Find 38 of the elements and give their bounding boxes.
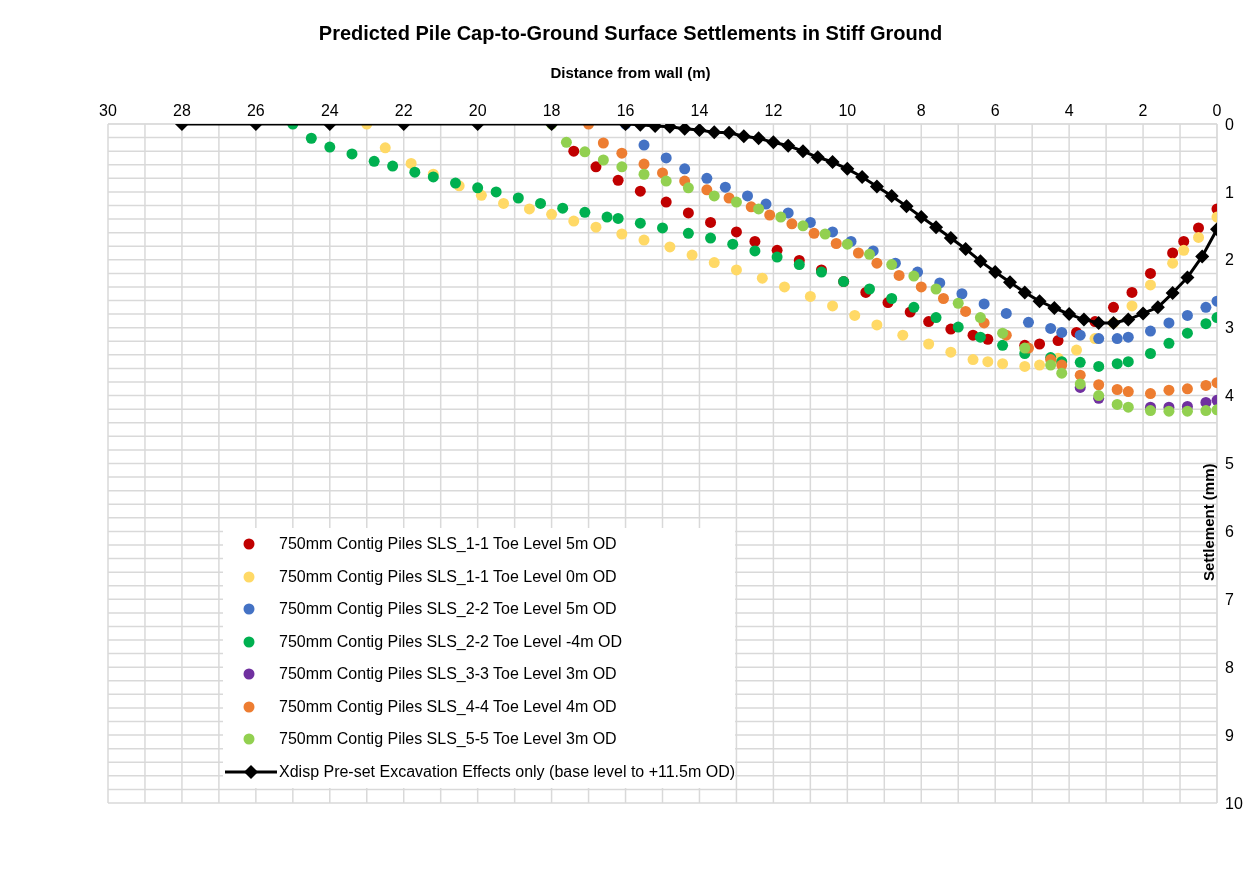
y-tick-label: 1 — [1225, 183, 1234, 201]
x-tick-label: 30 — [99, 102, 117, 119]
x-tick-label: 24 — [320, 102, 339, 119]
x-tick-label: 14 — [690, 102, 709, 119]
y-tick-label: 5 — [1225, 455, 1234, 473]
x-tick-label: 28 — [173, 102, 191, 119]
x-tick-label: 20 — [468, 102, 487, 119]
legend-label: 750mm Contig Piles SLS_2-2 Toe Level 5m OD — [279, 599, 617, 619]
y-tick-label: 3 — [1225, 319, 1234, 337]
y-tick-label: 10 — [1225, 794, 1243, 812]
x-tick-label: 10 — [838, 102, 857, 119]
y-tick-label: 8 — [1225, 658, 1234, 676]
x-tick-label: 8 — [916, 102, 926, 119]
x-tick-label: 16 — [616, 102, 635, 119]
x-tick-label: 26 — [246, 102, 265, 119]
legend-label: Xdisp Pre-set Excavation Effects only (base level to +11.5m OD) — [279, 761, 736, 782]
x-tick-label: 2 — [1138, 102, 1148, 119]
y-tick-label: 2 — [1225, 251, 1234, 269]
x-tick-label: 0 — [1212, 102, 1222, 119]
x-tick-label: 18 — [542, 102, 561, 119]
y-tick-label: 6 — [1225, 523, 1234, 541]
y-tick-label: 9 — [1225, 726, 1234, 744]
y-tick-label: 4 — [1225, 387, 1234, 405]
x-tick-label: 6 — [990, 102, 1000, 119]
legend-label: 750mm Contig Piles SLS_3-3 Toe Level 3m OD — [279, 664, 617, 684]
x-tick-label: 4 — [1064, 102, 1074, 119]
legend-label: 750mm Contig Piles SLS_4-4 Toe Level 4m OD — [279, 696, 617, 717]
chart-title: Predicted Pile Cap-to-Ground Surface Settlements in Stiff Ground — [317, 22, 944, 45]
legend-label: 750mm Contig Piles SLS_5-5 Toe Level 3m OD — [279, 729, 617, 749]
legend-label: 750mm Contig Piles SLS_1-1 Toe Level 0m OD — [279, 566, 617, 587]
x-tick-label: 22 — [394, 102, 413, 119]
y-axis-title: Settlement (mm) — [1200, 463, 1218, 582]
x-tick-label: 12 — [764, 102, 783, 119]
x-axis-title: Distance from wall (m) — [549, 64, 712, 81]
legend-label: 750mm Contig Piles SLS_2-2 Toe Level -4m OD — [279, 631, 622, 652]
y-tick-label: 7 — [1225, 590, 1234, 608]
y-tick-label: 0 — [1225, 115, 1234, 133]
legend-label: 750mm Contig Piles SLS_1-1 Toe Level 5m OD — [279, 534, 617, 554]
